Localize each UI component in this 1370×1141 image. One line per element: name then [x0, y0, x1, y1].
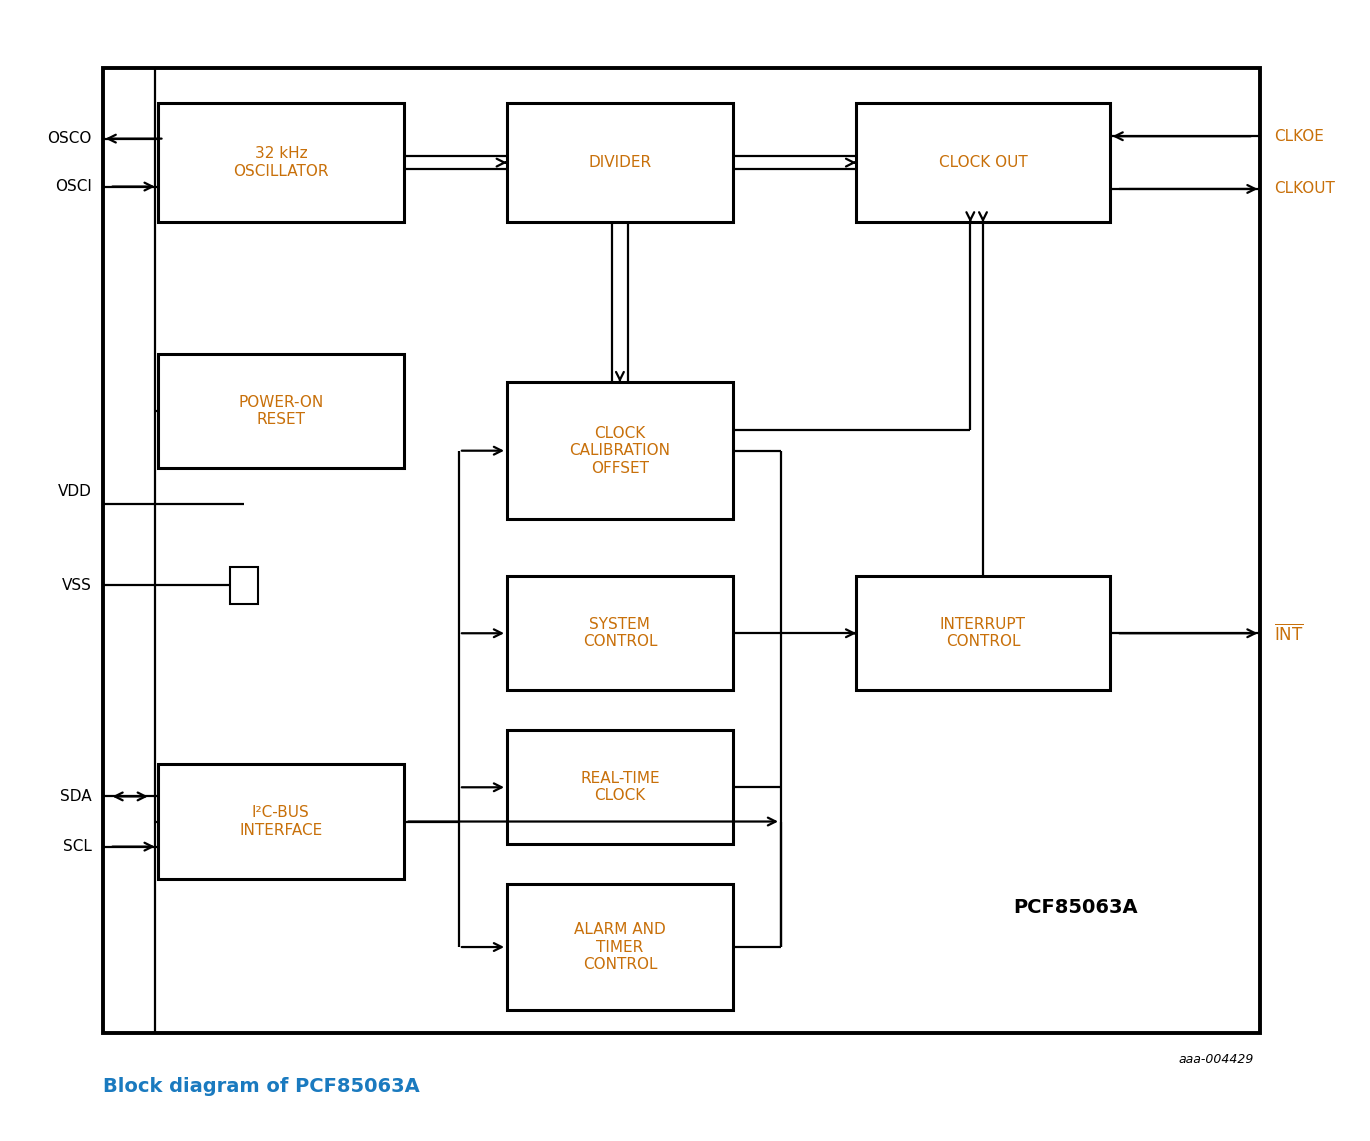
Text: CLOCK OUT: CLOCK OUT	[938, 155, 1028, 170]
Bar	[507, 730, 733, 844]
Bar	[856, 103, 1110, 222]
Text: PCF85063A: PCF85063A	[1014, 898, 1137, 916]
Text: $\overline{\rm{INT}}$: $\overline{\rm{INT}}$	[1274, 623, 1304, 644]
Text: CLOCK
CALIBRATION
OFFSET: CLOCK CALIBRATION OFFSET	[570, 426, 670, 476]
Bar	[158, 764, 404, 879]
Text: POWER-ON
RESET: POWER-ON RESET	[238, 395, 323, 427]
Bar	[158, 354, 404, 468]
Text: ALARM AND
TIMER
CONTROL: ALARM AND TIMER CONTROL	[574, 922, 666, 972]
Text: SYSTEM
CONTROL: SYSTEM CONTROL	[582, 617, 658, 649]
Text: REAL-TIME
CLOCK: REAL-TIME CLOCK	[580, 771, 660, 803]
Text: SCL: SCL	[63, 839, 92, 855]
Bar	[507, 576, 733, 690]
Bar	[507, 884, 733, 1010]
Bar	[230, 567, 258, 604]
Text: 32 kHz
OSCILLATOR: 32 kHz OSCILLATOR	[233, 146, 329, 179]
Bar	[507, 103, 733, 222]
Text: CLKOUT: CLKOUT	[1274, 181, 1334, 196]
Text: CLKOE: CLKOE	[1274, 129, 1323, 144]
Text: DIVIDER: DIVIDER	[588, 155, 652, 170]
Text: I²C-BUS
INTERFACE: I²C-BUS INTERFACE	[240, 806, 322, 837]
Text: Block diagram of PCF85063A: Block diagram of PCF85063A	[103, 1077, 419, 1095]
Text: VDD: VDD	[58, 484, 92, 499]
Bar	[158, 103, 404, 222]
Text: OSCI: OSCI	[55, 179, 92, 194]
Bar	[507, 382, 733, 519]
Text: INTERRUPT
CONTROL: INTERRUPT CONTROL	[940, 617, 1026, 649]
Bar	[103, 68, 1260, 1033]
Bar	[856, 576, 1110, 690]
Text: aaa-004429: aaa-004429	[1178, 1053, 1254, 1066]
Text: SDA: SDA	[60, 788, 92, 804]
Text: VSS: VSS	[62, 577, 92, 593]
Text: OSCO: OSCO	[48, 131, 92, 146]
